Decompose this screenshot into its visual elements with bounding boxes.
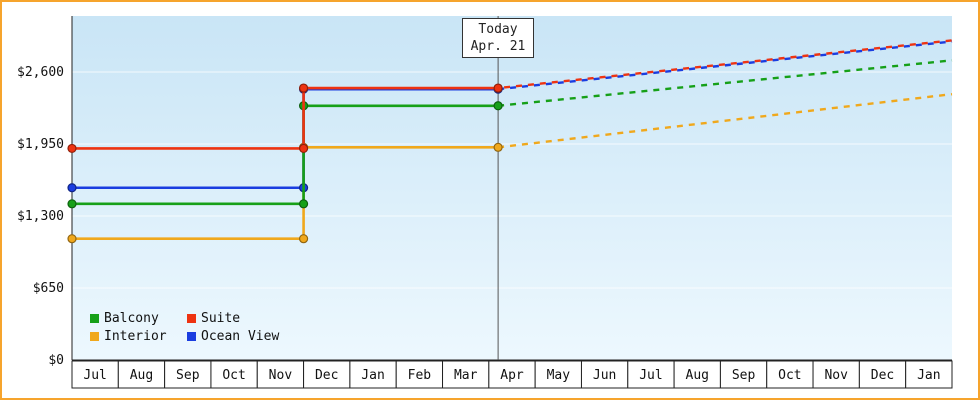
month-cell — [303, 360, 351, 389]
price-marker-balcony — [493, 101, 503, 111]
month-cell — [534, 360, 582, 389]
today-annotation-title: Today — [478, 22, 518, 37]
legend-item-balcony: Balcony — [90, 311, 187, 326]
legend-label-balcony: Balcony — [104, 311, 159, 326]
month-cell — [627, 360, 675, 389]
month-cell — [905, 360, 953, 389]
legend-item-interior: Interior — [90, 329, 187, 344]
today-annotation-date: Apr. 21 — [470, 39, 526, 54]
month-label: Oct — [778, 368, 801, 383]
month-cell — [71, 360, 119, 389]
forecast-line-ocean-view — [497, 40, 953, 91]
month-label: Nov — [269, 368, 293, 383]
month-label: Sep — [732, 368, 756, 383]
price-marker-ocean-view — [67, 183, 77, 193]
month-label: Jun — [593, 368, 616, 383]
legend-swatch-ocean-view — [187, 332, 196, 341]
y-axis-label: $0 — [48, 353, 64, 368]
month-cell — [580, 360, 629, 389]
month-label: Jul — [639, 368, 662, 383]
month-cell — [673, 360, 721, 389]
month-label: Aug — [130, 368, 153, 383]
legend-label-ocean-view: Ocean View — [201, 329, 280, 344]
month-cell — [812, 360, 860, 389]
forecast-line-balcony — [497, 59, 953, 107]
price-legend: Balcony Suite Interior Ocean View — [90, 311, 279, 344]
month-cell — [395, 360, 444, 389]
month-label: Sep — [176, 368, 200, 383]
forecast-line-interior — [497, 92, 953, 149]
month-cell — [719, 360, 768, 389]
price-marker-interior — [493, 142, 503, 152]
history-line-balcony — [72, 104, 499, 206]
month-label: Nov — [824, 368, 848, 383]
month-label: Dec — [871, 368, 894, 383]
month-label: Feb — [408, 368, 432, 383]
price-marker-balcony — [67, 199, 77, 209]
month-label: Mar — [454, 368, 478, 383]
month-label: Jan — [361, 368, 384, 383]
price-marker-suite — [67, 143, 77, 154]
month-label: Jul — [83, 368, 106, 383]
month-label: Apr — [500, 368, 524, 383]
month-cell — [349, 360, 397, 389]
history-line-suite — [72, 86, 499, 150]
price-marker-suite — [298, 83, 309, 93]
month-label: Aug — [686, 368, 709, 383]
month-label: Jan — [917, 368, 940, 383]
month-cell — [858, 360, 907, 389]
month-cell — [117, 360, 166, 389]
price-marker-suite — [493, 83, 503, 93]
legend-label-suite: Suite — [201, 311, 241, 326]
y-axis-label: $650 — [33, 281, 64, 296]
price-marker-interior — [67, 234, 77, 244]
legend-swatch-balcony — [90, 314, 99, 323]
y-axis-label: $1,300 — [17, 209, 64, 224]
price-marker-suite — [298, 143, 309, 154]
legend-swatch-suite — [187, 314, 196, 323]
forecast-line-suite — [497, 39, 953, 90]
month-label: Oct — [222, 368, 245, 383]
legend-label-interior: Interior — [104, 329, 167, 344]
month-cell — [164, 360, 212, 389]
today-annotation: Today Apr. 21 — [462, 18, 534, 58]
price-marker-balcony — [298, 199, 309, 209]
month-label: Dec — [315, 368, 338, 383]
y-axis-label: $2,600 — [17, 65, 64, 80]
y-axis-label: $1,950 — [17, 137, 64, 152]
price-marker-interior — [298, 234, 309, 244]
legend-swatch-interior — [90, 332, 99, 341]
month-cell — [488, 360, 536, 389]
legend-item-suite: Suite — [187, 311, 279, 326]
month-label: May — [547, 368, 571, 383]
legend-item-ocean-view: Ocean View — [187, 329, 279, 344]
